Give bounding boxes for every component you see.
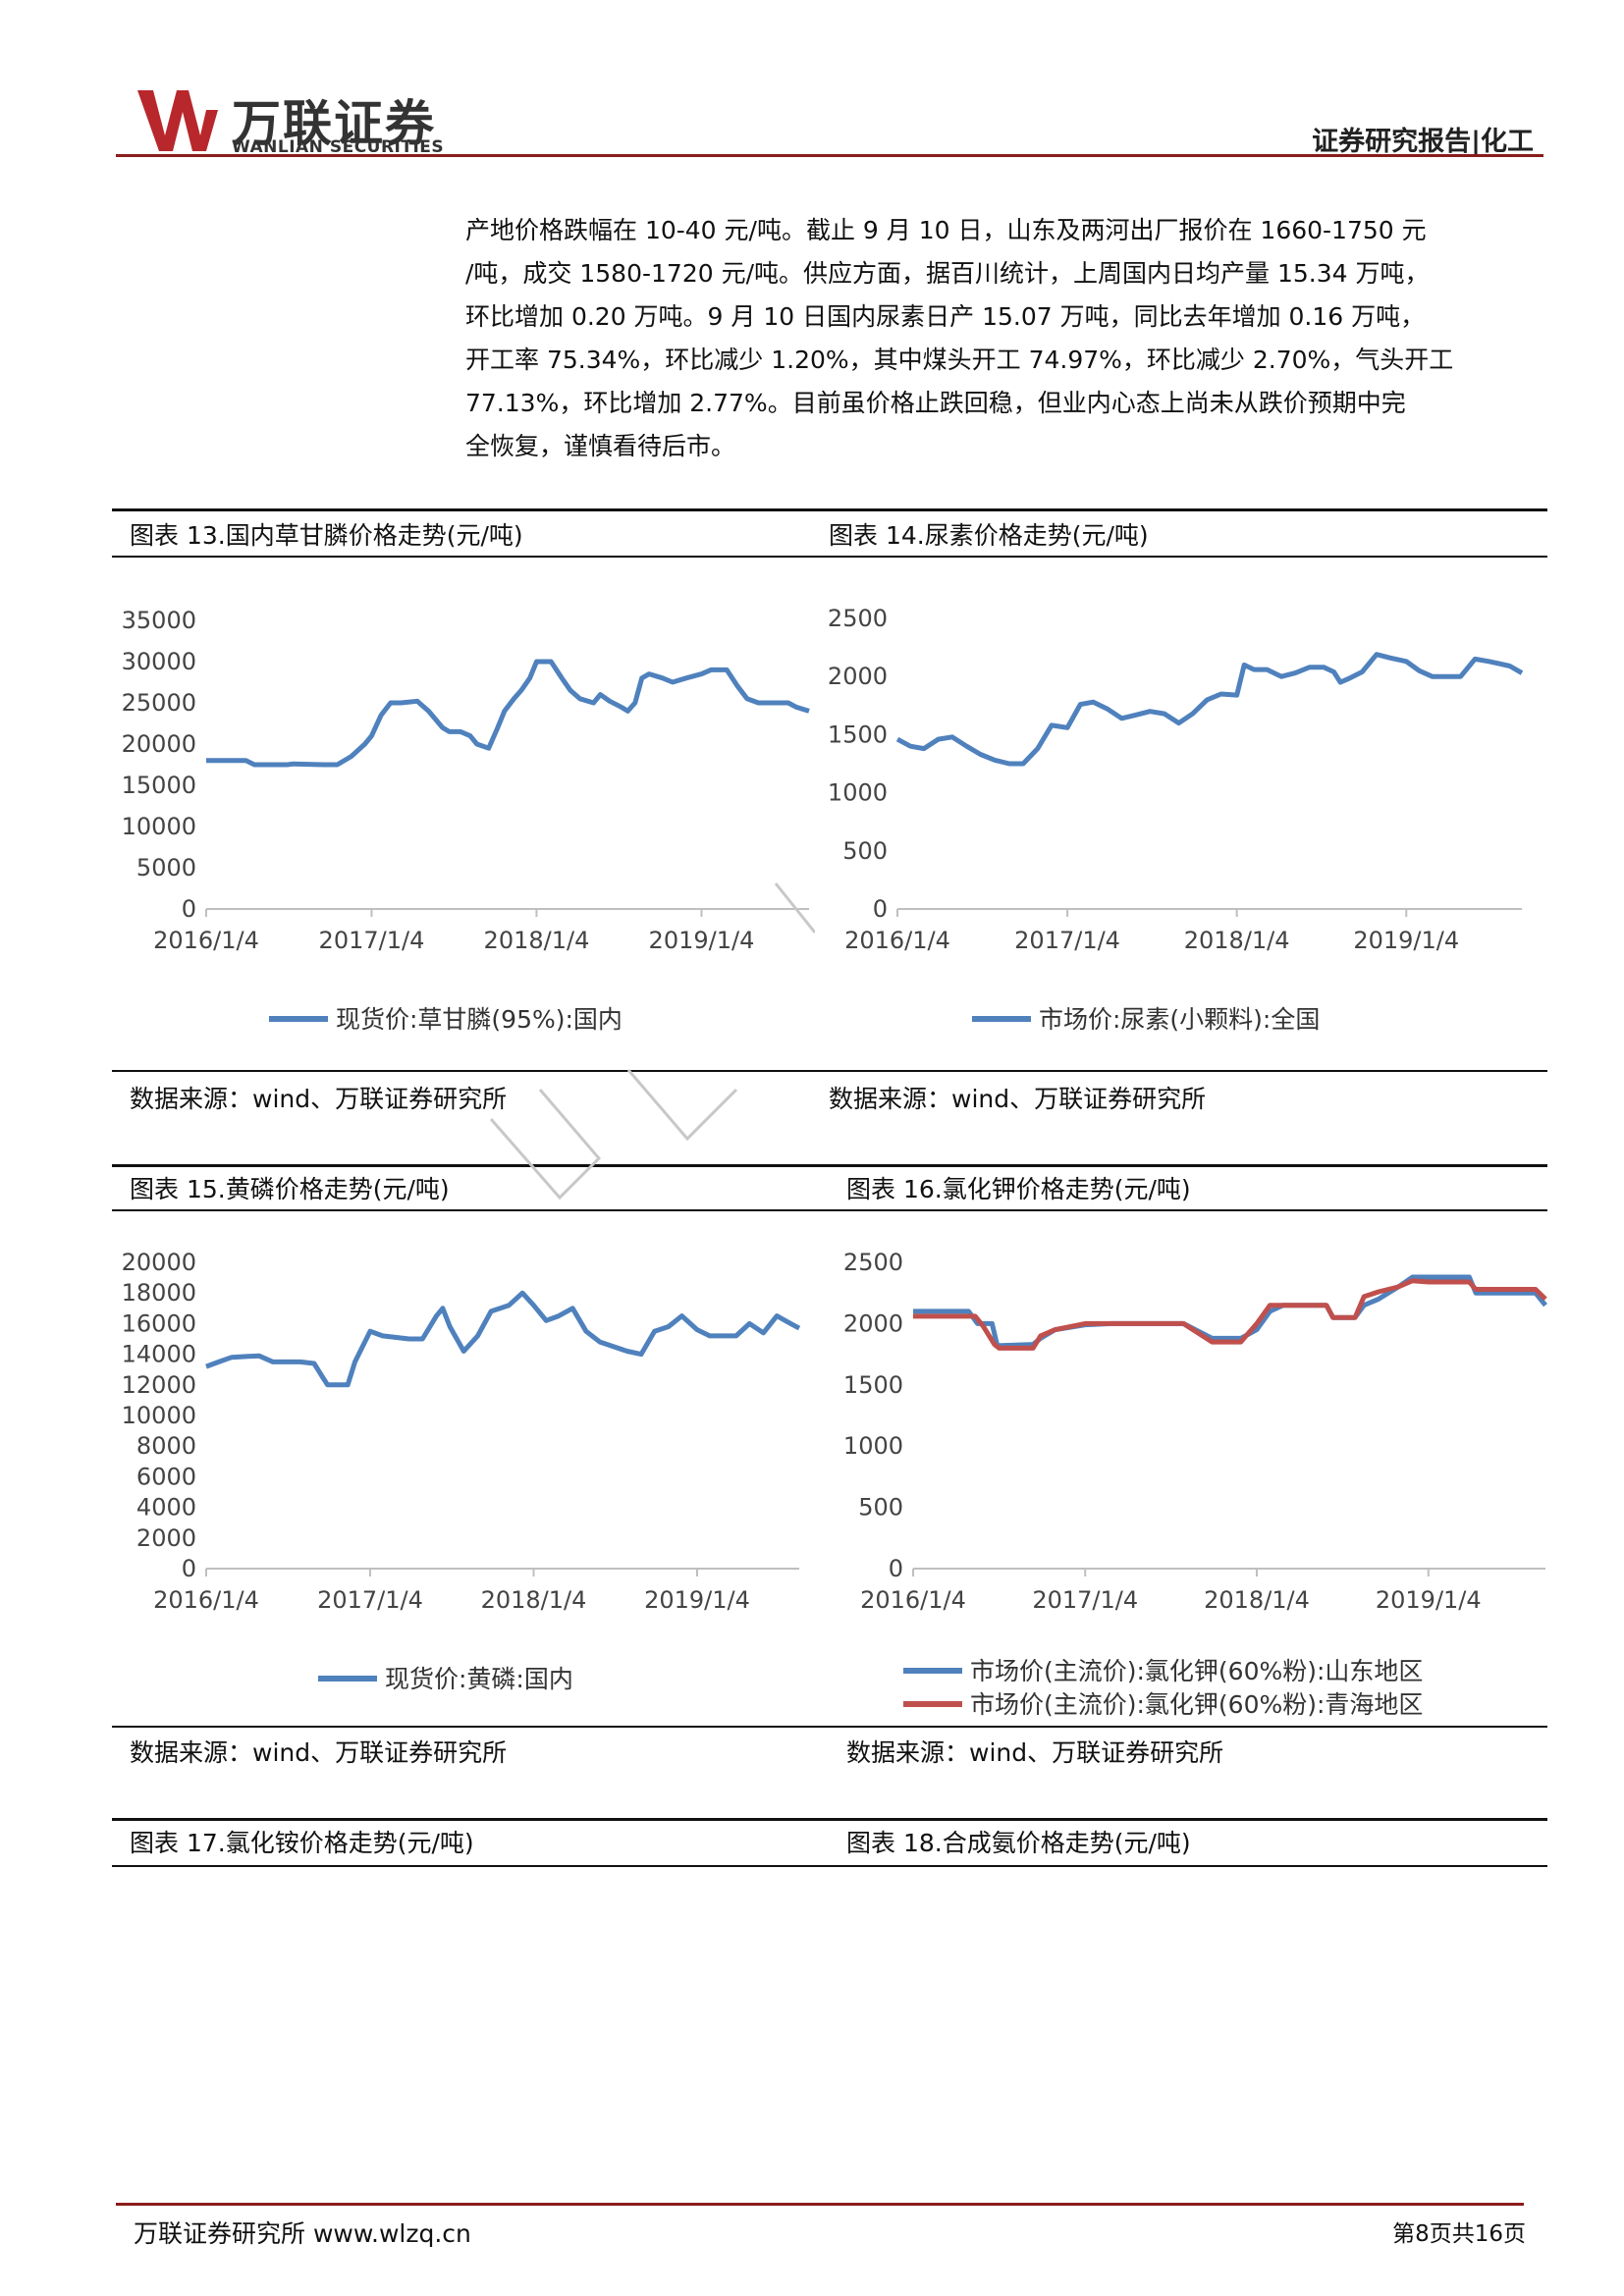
y-tick-label: 15000	[122, 772, 196, 799]
x-tick-label: 2016/1/4	[860, 1586, 966, 1614]
y-tick-label: 8000	[136, 1432, 196, 1460]
legend-label: 市场价:尿素(小颗料):全国	[1039, 1005, 1320, 1034]
chart-caption-18: 图表 18.合成氨价格走势(元/吨)	[846, 1829, 1191, 1857]
chart-caption-15: 图表 15.黄磷价格走势(元/吨)	[130, 1175, 450, 1203]
y-tick-label: 0	[889, 1555, 903, 1582]
y-tick-label: 2500	[828, 605, 888, 632]
paragraph-line: 全恢复，谨慎看待后市。	[465, 432, 736, 460]
x-tick-label: 2018/1/4	[1204, 1586, 1310, 1614]
table-rule	[112, 556, 1547, 558]
y-tick-label: 16000	[122, 1309, 196, 1337]
legend-label: 市场价(主流价):氯化钾(60%粉):山东地区	[970, 1657, 1423, 1685]
y-tick-label: 2000	[136, 1524, 196, 1552]
y-tick-label: 4000	[136, 1494, 196, 1522]
y-tick-label: 14000	[122, 1341, 196, 1368]
y-tick-label: 25000	[122, 689, 196, 717]
y-tick-label: 18000	[122, 1279, 196, 1307]
y-tick-label: 5000	[136, 854, 196, 881]
x-tick-label: 2017/1/4	[319, 927, 425, 954]
chart-caption-13: 图表 13.国内草甘膦价格走势(元/吨)	[130, 521, 523, 550]
x-tick-label: 2016/1/4	[844, 927, 950, 954]
x-tick-label: 2019/1/4	[644, 1586, 750, 1614]
logo-text: 万联证券	[232, 95, 436, 152]
y-tick-label: 0	[182, 895, 196, 923]
y-tick-label: 1000	[843, 1432, 903, 1460]
table-rule	[112, 1164, 1547, 1167]
wanlian-logo-icon	[137, 90, 218, 151]
chart-source-15: 数据来源：wind、万联证券研究所	[130, 1738, 508, 1767]
x-tick-label: 2017/1/4	[1014, 927, 1120, 954]
chart-caption-17: 图表 17.氯化铵价格走势(元/吨)	[130, 1829, 474, 1857]
paragraph-line: 环比增加 0.20 万吨。9 月 10 日国内尿素日产 15.07 万吨，同比去…	[465, 302, 1426, 331]
logo-subtitle: WANLIAN SECURITIES	[232, 137, 445, 157]
table-rule	[112, 1865, 1547, 1867]
x-tick-label: 2019/1/4	[1353, 927, 1459, 954]
paragraph-line: 产地价格跌幅在 10-40 元/吨。截止 9 月 10 日，山东及两河出厂报价在…	[465, 216, 1427, 244]
page-number: 第8页共16页	[1392, 2221, 1526, 2247]
y-tick-label: 6000	[136, 1463, 196, 1490]
x-tick-label: 2016/1/4	[153, 927, 259, 954]
paragraph-line: /吨，成交 1580-1720 元/吨。供应方面，据百川统计，上周国内日均产量 …	[465, 259, 1430, 288]
chart-source-16: 数据来源：wind、万联证券研究所	[846, 1738, 1224, 1767]
watermark-shape	[489, 882, 815, 1201]
series-line-2	[913, 1278, 1547, 1351]
y-tick-label: 10000	[122, 1402, 196, 1429]
series-line-1	[895, 652, 1524, 767]
series-line-1	[206, 659, 810, 768]
y-tick-label: 500	[842, 837, 888, 865]
y-tick-label: 1500	[843, 1371, 903, 1399]
y-tick-label: 1500	[828, 721, 888, 748]
legend-label: 市场价(主流价):氯化钾(60%粉):青海地区	[970, 1690, 1423, 1719]
y-tick-label: 1000	[828, 779, 888, 807]
footer-website: 万联证券研究所 www.wlzq.cn	[134, 2219, 471, 2248]
table-rule	[112, 1818, 1547, 1821]
chart-16-svg: 0 500 1000 1500 2000 2500 2016/1/4 2017/1/4 2018…	[843, 1249, 1547, 1719]
chart-13-svg: 0 5000 10000 15000 20000 25000 30000 35000 2016/…	[122, 607, 810, 1034]
table-rule	[112, 1070, 1547, 1072]
chart-source-14: 数据来源：wind、万联证券研究所	[829, 1085, 1207, 1113]
chart-source-13: 数据来源：wind、万联证券研究所	[130, 1085, 508, 1113]
x-tick-label: 2018/1/4	[484, 927, 590, 954]
table-rule	[112, 1209, 1547, 1211]
y-tick-label: 10000	[122, 813, 196, 840]
table-rule	[112, 508, 1547, 511]
y-tick-label: 2500	[843, 1249, 903, 1276]
x-tick-label: 2018/1/4	[481, 1586, 587, 1614]
header-divider	[116, 154, 1543, 157]
y-tick-label: 2000	[828, 663, 888, 690]
y-tick-label: 30000	[122, 648, 196, 675]
x-tick-label: 2017/1/4	[1032, 1586, 1138, 1614]
paragraph-line: 开工率 75.34%，环比减少 1.20%，其中煤头开工 74.97%，环比减少…	[465, 346, 1454, 374]
series-line-1	[913, 1274, 1547, 1349]
table-rule	[112, 1726, 1547, 1728]
legend-label: 现货价:草甘膦(95%):国内	[336, 1005, 623, 1034]
y-tick-label: 500	[858, 1494, 903, 1522]
chart-14-svg: 0 500 1000 1500 2000 2500 2016/1/4 2017/1/4 2018…	[828, 605, 1524, 1034]
chart-caption-14: 图表 14.尿素价格走势(元/吨)	[829, 521, 1149, 550]
x-tick-label: 2017/1/4	[317, 1586, 423, 1614]
x-tick-label: 2019/1/4	[649, 927, 755, 954]
x-tick-label: 2016/1/4	[153, 1586, 259, 1614]
series-line-1	[205, 1290, 801, 1388]
y-tick-label: 0	[873, 895, 888, 923]
x-tick-label: 2019/1/4	[1376, 1586, 1482, 1614]
legend-label: 现货价:黄磷:国内	[385, 1665, 573, 1693]
y-tick-label: 35000	[122, 607, 196, 634]
body-paragraph: 产地价格跌幅在 10-40 元/吨。截止 9 月 10 日，山东及两河出厂报价在…	[465, 209, 1526, 468]
report-type: 证券研究报告|化工	[1312, 127, 1534, 157]
y-tick-label: 20000	[122, 1249, 196, 1276]
y-tick-label: 0	[182, 1555, 196, 1582]
paragraph-line: 77.13%，环比增加 2.77%。目前虽价格止跌回稳，但业内心态上尚未从跌价预…	[465, 389, 1406, 417]
chart-caption-16: 图表 16.氯化钾价格走势(元/吨)	[846, 1175, 1191, 1203]
x-tick-label: 2018/1/4	[1184, 927, 1290, 954]
y-tick-label: 12000	[122, 1371, 196, 1399]
y-tick-label: 20000	[122, 730, 196, 758]
footer-divider	[116, 2203, 1524, 2206]
y-tick-label: 2000	[843, 1309, 903, 1337]
